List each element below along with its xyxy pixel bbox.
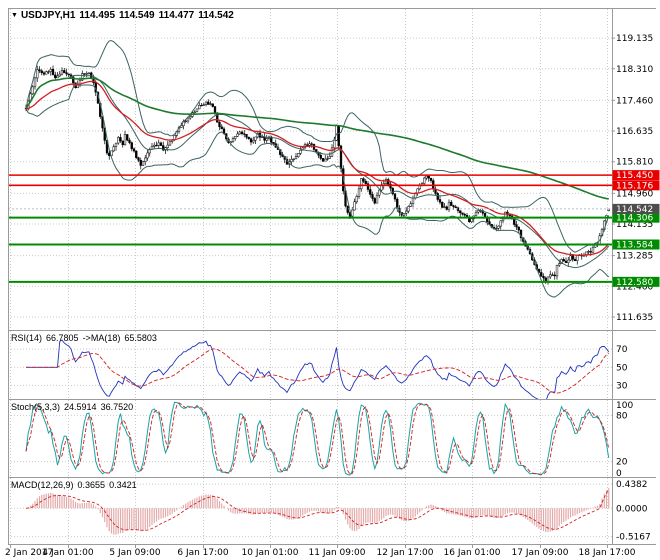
current-price-badge bbox=[612, 203, 660, 214]
macd-value: 0.3655 bbox=[77, 480, 106, 490]
level-price-badge bbox=[612, 276, 660, 287]
horizontal-level-lines bbox=[8, 174, 612, 283]
macd-name: MACD(12,26,9) bbox=[11, 480, 74, 490]
chart-collapse-icon[interactable]: ▼ bbox=[11, 12, 18, 19]
stoch-axis-label: 0 bbox=[616, 469, 622, 479]
rsi-value: 66.7805 bbox=[46, 333, 79, 343]
date-axis-label: 11 Jan 09:00 bbox=[309, 548, 366, 558]
ohlc-high: 114.549 bbox=[119, 10, 155, 21]
macd-signal-line bbox=[25, 489, 610, 531]
rsi-axis-label: 70 bbox=[616, 345, 628, 355]
ohlc-close: 114.542 bbox=[198, 10, 234, 21]
overlay-lines bbox=[25, 40, 610, 298]
price-axis-label: 112.460 bbox=[616, 282, 653, 292]
stochastic-indicator-label: Stoch(5,3,3) 24.5914 36.7520 bbox=[11, 402, 133, 412]
macd-axis-label: 0.4382 bbox=[616, 480, 648, 490]
rsi-ma-value: 65.5803 bbox=[124, 333, 157, 343]
level-price-badge bbox=[612, 212, 660, 223]
rsi-indicator-label: RSI(14) 66.7805 ->MA(18) 65.5803 bbox=[11, 333, 157, 343]
stoch-value: 24.5914 bbox=[64, 402, 97, 412]
level-price-badge bbox=[612, 170, 660, 181]
price-axis[interactable]: 119.135 118.310 117.460 116.635 115.810 114.9… bbox=[612, 34, 654, 543]
price-axis-label: 114.960 bbox=[616, 189, 653, 199]
price-axis-label: 115.810 bbox=[616, 158, 653, 168]
rsi-axis-label: 30 bbox=[616, 381, 628, 391]
macd-indicator-label: MACD(12,26,9) 0.3655 0.3421 bbox=[11, 480, 137, 490]
stochastic-series bbox=[25, 401, 610, 476]
macd-axis-label: 0.0000 bbox=[616, 504, 648, 514]
ma-fast-red-line bbox=[25, 80, 610, 256]
date-axis-label: 17 Jan 09:00 bbox=[512, 548, 569, 558]
level-price-badge-text: 115.176 bbox=[616, 181, 653, 191]
macd-signal-value: 0.3421 bbox=[109, 480, 137, 490]
current-price-badge-text: 114.542 bbox=[616, 205, 653, 215]
chart-title: ▼ USDJPY,H1 114.495 114.549 114.477 114.542 bbox=[11, 10, 234, 21]
level-price-badge bbox=[612, 180, 660, 191]
stoch-name: Stoch(5,3,3) bbox=[11, 402, 61, 412]
rsi-ma-name: ->MA(18) bbox=[82, 333, 121, 343]
price-axis-label: 119.135 bbox=[616, 34, 653, 44]
date-axis-label: 2 Jan 2017 bbox=[5, 548, 53, 558]
stoch-signal-line bbox=[25, 402, 610, 475]
price-axis-label: 113.285 bbox=[616, 252, 653, 262]
price-axis-label: 116.635 bbox=[616, 127, 653, 137]
price-axis-label: 111.635 bbox=[616, 313, 653, 323]
chart-symbol-period: USDJPY,H1 bbox=[20, 10, 76, 21]
stoch-signal-value: 36.7520 bbox=[100, 402, 134, 412]
macd-axis-label: -0.5167 bbox=[616, 533, 651, 543]
date-axis-label: 18 Jan 17:00 bbox=[579, 548, 636, 558]
level-price-badge bbox=[612, 239, 660, 250]
ohlc-low: 114.477 bbox=[158, 10, 195, 21]
stoch-axis-label: 20 bbox=[616, 458, 628, 468]
level-price-badge-text: 114.306 bbox=[616, 214, 653, 224]
rsi-line bbox=[26, 339, 610, 399]
rsi-axis-label: 50 bbox=[616, 363, 628, 373]
date-axis-label: 12 Jan 17:00 bbox=[377, 548, 434, 558]
panel-frame bbox=[8, 8, 656, 548]
stoch-axis-label: 100 bbox=[616, 401, 633, 411]
level-price-badge-text: 112.580 bbox=[616, 278, 653, 288]
ma-slow-green-line bbox=[25, 77, 609, 200]
rsi-series bbox=[26, 339, 610, 399]
price-axis-label: 118.310 bbox=[616, 65, 653, 75]
level-price-badge-text: 113.584 bbox=[616, 241, 653, 251]
level-price-badge-text: 115.450 bbox=[616, 171, 653, 181]
macd-histogram bbox=[27, 488, 610, 535]
bollinger-upper-band bbox=[25, 40, 610, 253]
date-axis-label: 5 Jan 09:00 bbox=[109, 548, 161, 558]
date-axis-label: 6 Jan 17:00 bbox=[177, 548, 229, 558]
date-axis-label: 10 Jan 01:00 bbox=[242, 548, 299, 558]
macd-series bbox=[25, 488, 610, 535]
stoch-main-line bbox=[25, 401, 610, 476]
rsi-ma-line bbox=[26, 348, 610, 394]
price-axis-label: 117.460 bbox=[616, 96, 653, 106]
rsi-name: RSI(14) bbox=[11, 333, 43, 343]
ohlc-open: 114.495 bbox=[79, 10, 116, 21]
bollinger-lower-band bbox=[25, 84, 610, 298]
price-axis-label: 114.135 bbox=[616, 220, 653, 230]
date-axis-label: 4 Jan 01:00 bbox=[42, 548, 94, 558]
date-axis-label: 16 Jan 01:00 bbox=[444, 548, 501, 558]
stoch-axis-label: 80 bbox=[616, 411, 628, 421]
